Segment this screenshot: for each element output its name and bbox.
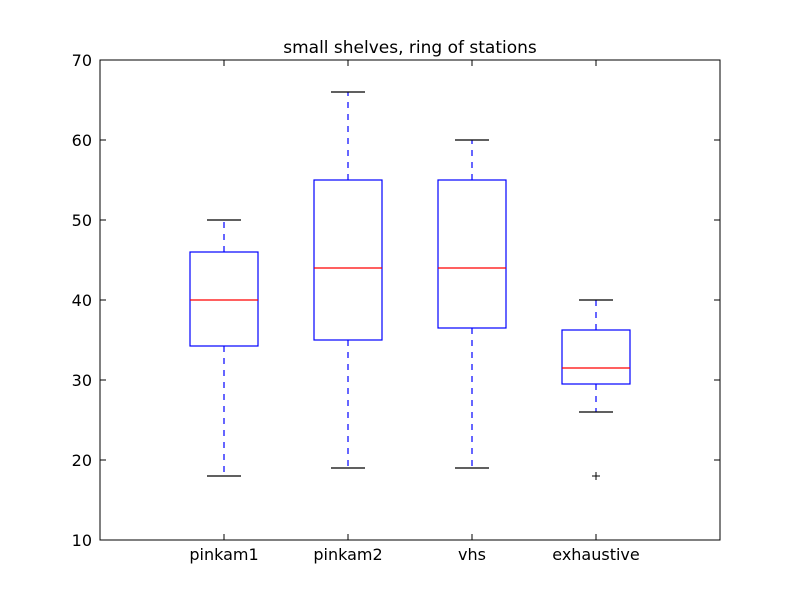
plot-area: 10 20 30 40 50 60 70 pinkam1 pinkam2 vhs exhaustiv… (72, 51, 721, 564)
box-iqr (437, 179, 507, 329)
x-tick-label: exhaustive (552, 545, 639, 564)
y-tick-label: 30 (72, 371, 92, 390)
box-iqr (561, 329, 631, 385)
x-tick-label: pinkam1 (189, 545, 258, 564)
y-tick-label: 20 (72, 451, 92, 470)
box-iqr (189, 251, 259, 347)
y-tick-label: 50 (72, 211, 92, 230)
y-tick-label: 10 (72, 531, 92, 550)
x-tick-label: vhs (458, 545, 486, 564)
y-tick-label: 60 (72, 131, 92, 150)
y-tick-label: 70 (72, 51, 92, 70)
chart-title: small shelves, ring of stations (283, 38, 537, 58)
box-iqr (313, 179, 383, 341)
x-tick-label: pinkam2 (313, 545, 382, 564)
y-tick-label: 40 (72, 291, 92, 310)
